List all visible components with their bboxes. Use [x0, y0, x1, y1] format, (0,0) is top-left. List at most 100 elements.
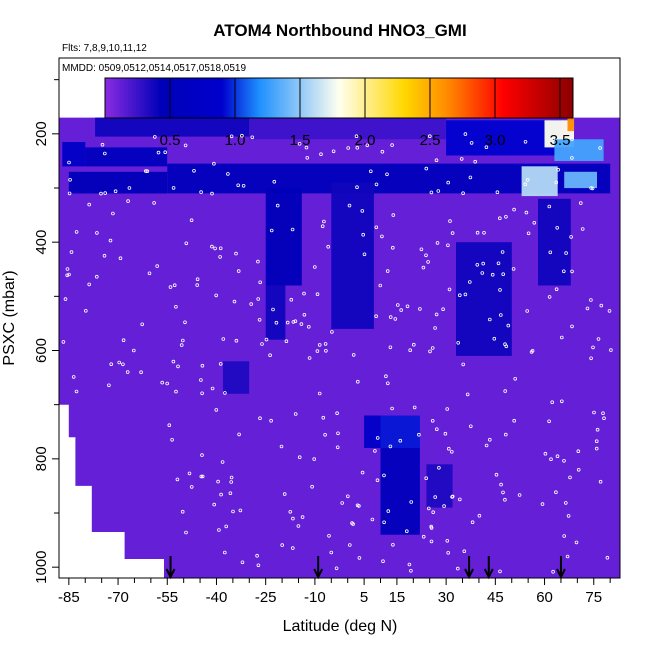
observation-marker — [175, 477, 180, 482]
observation-marker — [385, 381, 390, 386]
observation-marker — [354, 134, 359, 139]
observation-marker — [334, 566, 339, 571]
observation-marker — [559, 335, 564, 340]
heatmap-cell — [265, 188, 302, 286]
observation-marker — [297, 142, 302, 146]
observation-marker — [424, 166, 429, 171]
observation-marker — [144, 169, 148, 173]
observation-marker — [221, 337, 226, 341]
observation-marker — [498, 313, 503, 317]
observation-marker — [167, 423, 172, 428]
observation-marker — [380, 234, 384, 239]
observation-marker — [462, 549, 467, 553]
observation-marker — [290, 546, 295, 550]
observation-marker — [596, 337, 601, 341]
chart-title: ATOM4 Northbound HNO3_GMI — [213, 21, 466, 40]
observation-marker — [497, 216, 502, 221]
observation-marker — [74, 230, 79, 234]
observation-marker — [540, 502, 545, 506]
observation-marker — [67, 272, 71, 277]
observation-marker — [102, 253, 107, 258]
observation-marker — [574, 540, 579, 545]
heatmap-cell — [567, 117, 575, 132]
observation-marker — [390, 406, 394, 411]
observation-marker — [67, 160, 71, 165]
observation-marker — [218, 255, 222, 259]
observation-marker — [393, 317, 398, 321]
observation-marker — [487, 317, 492, 322]
observation-marker — [568, 475, 572, 480]
observation-marker — [562, 534, 566, 538]
observation-marker — [336, 431, 340, 436]
observation-marker — [200, 363, 205, 368]
observation-marker — [467, 280, 472, 284]
observation-marker — [391, 542, 395, 547]
observation-markers — [61, 132, 613, 574]
observation-marker — [517, 493, 522, 497]
observation-marker — [564, 251, 568, 255]
observation-marker — [408, 348, 413, 353]
observation-marker — [293, 319, 298, 324]
observation-marker — [355, 379, 360, 384]
observation-marker — [501, 490, 505, 495]
heatmap-cell — [564, 171, 597, 189]
observation-marker — [271, 307, 275, 312]
observation-marker — [591, 345, 595, 350]
observation-marker — [424, 476, 429, 481]
observation-marker — [360, 209, 365, 213]
observation-marker — [229, 475, 234, 480]
observation-marker — [598, 146, 602, 150]
observation-marker — [67, 191, 72, 196]
heatmap-cell — [223, 361, 250, 394]
observation-marker — [409, 568, 413, 573]
observation-marker — [223, 391, 227, 395]
observation-marker — [340, 501, 345, 505]
heatmap-cell — [62, 142, 86, 167]
observation-marker — [297, 455, 302, 460]
observation-marker — [99, 191, 103, 196]
observation-marker — [503, 497, 507, 502]
observation-marker — [374, 182, 379, 187]
observation-marker — [210, 191, 214, 196]
observation-marker — [195, 283, 200, 287]
observation-marker — [501, 272, 506, 277]
observation-marker — [435, 241, 440, 245]
observation-marker — [556, 167, 560, 172]
observation-marker — [424, 253, 428, 258]
observation-marker — [111, 211, 115, 216]
observation-marker — [448, 219, 452, 223]
observation-marker — [529, 350, 534, 354]
observation-marker — [455, 566, 460, 571]
observation-marker — [495, 190, 500, 195]
observation-marker — [329, 550, 334, 555]
observation-marker — [411, 342, 416, 347]
observation-marker — [103, 191, 107, 195]
observation-marker — [490, 272, 495, 277]
observation-marker — [374, 314, 378, 319]
observation-marker — [155, 264, 160, 268]
observation-marker — [459, 157, 464, 161]
observation-marker — [465, 392, 470, 397]
observation-marker — [200, 453, 204, 457]
observation-marker — [446, 243, 450, 248]
y-tick-label: 1000 — [33, 550, 50, 583]
observation-marker — [398, 438, 403, 443]
observation-marker — [317, 343, 322, 347]
observation-marker — [220, 460, 225, 464]
observation-marker — [184, 241, 189, 246]
observation-marker — [323, 432, 327, 437]
observation-marker — [176, 364, 180, 369]
x-tick-label: 30 — [438, 589, 455, 606]
observation-marker — [589, 186, 593, 190]
colorbar-tick-label: 3.0 — [485, 132, 506, 149]
observation-marker — [360, 470, 365, 475]
observation-marker — [192, 169, 196, 173]
observation-marker — [269, 228, 274, 233]
heatmap-cell — [380, 415, 420, 448]
observation-marker — [365, 143, 370, 148]
observation-marker — [378, 283, 383, 288]
observation-marker — [475, 262, 480, 267]
observation-marker — [302, 312, 307, 317]
observation-marker — [388, 315, 393, 319]
observation-marker — [299, 322, 304, 326]
